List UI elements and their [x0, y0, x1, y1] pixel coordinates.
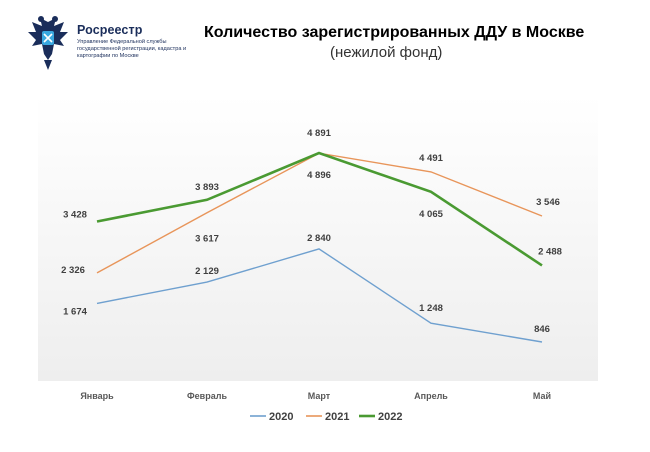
x-tick-label-3: Апрель — [414, 391, 448, 401]
rosreestr-logo: Росреестр Управление Федеральной службы … — [26, 14, 186, 74]
x-tick-label-0: Январь — [80, 391, 114, 401]
logo-subtitle: Управление Федеральной службы государств… — [77, 39, 187, 60]
x-tick-label-2: Март — [308, 391, 331, 401]
data-label-2020-3: 1 248 — [419, 303, 443, 314]
plot-area — [38, 95, 598, 381]
eagle-emblem-icon — [28, 16, 68, 70]
data-label-2021-1: 3 617 — [195, 234, 219, 245]
data-label-2022-0: 3 428 — [63, 210, 87, 221]
data-label-2021-4: 3 546 — [536, 197, 560, 208]
data-label-2022-3: 4 065 — [419, 209, 443, 220]
logo-name: Росреестр — [77, 23, 143, 37]
series-line-2020 — [96, 248, 543, 343]
legend-label-2021: 2021 — [325, 411, 349, 423]
data-label-2020-4: 846 — [534, 324, 550, 335]
data-label-2021-0: 2 326 — [61, 265, 85, 276]
x-tick-label-4: Май — [533, 391, 551, 401]
data-label-2022-1: 3 893 — [195, 182, 219, 193]
data-label-2020-0: 1 674 — [63, 306, 87, 317]
x-tick-label-1: Февраль — [187, 391, 227, 401]
legend-label-2020: 2020 — [269, 411, 293, 423]
series-line-2022 — [96, 151, 543, 267]
data-label-2022-2: 4 896 — [307, 170, 331, 181]
chart-title: Количество зарегистрированных ДДУ в Моск… — [204, 24, 585, 41]
data-label-2021-2: 4 891 — [307, 128, 331, 139]
chart-subtitle: (нежилой фонд) — [330, 44, 443, 61]
data-label-2021-3: 4 491 — [419, 153, 443, 164]
data-label-2020-2: 2 840 — [307, 233, 331, 244]
data-label-2022-4: 2 488 — [538, 246, 562, 257]
legend-label-2022: 2022 — [378, 411, 402, 423]
data-label-2020-1: 2 129 — [195, 266, 219, 277]
